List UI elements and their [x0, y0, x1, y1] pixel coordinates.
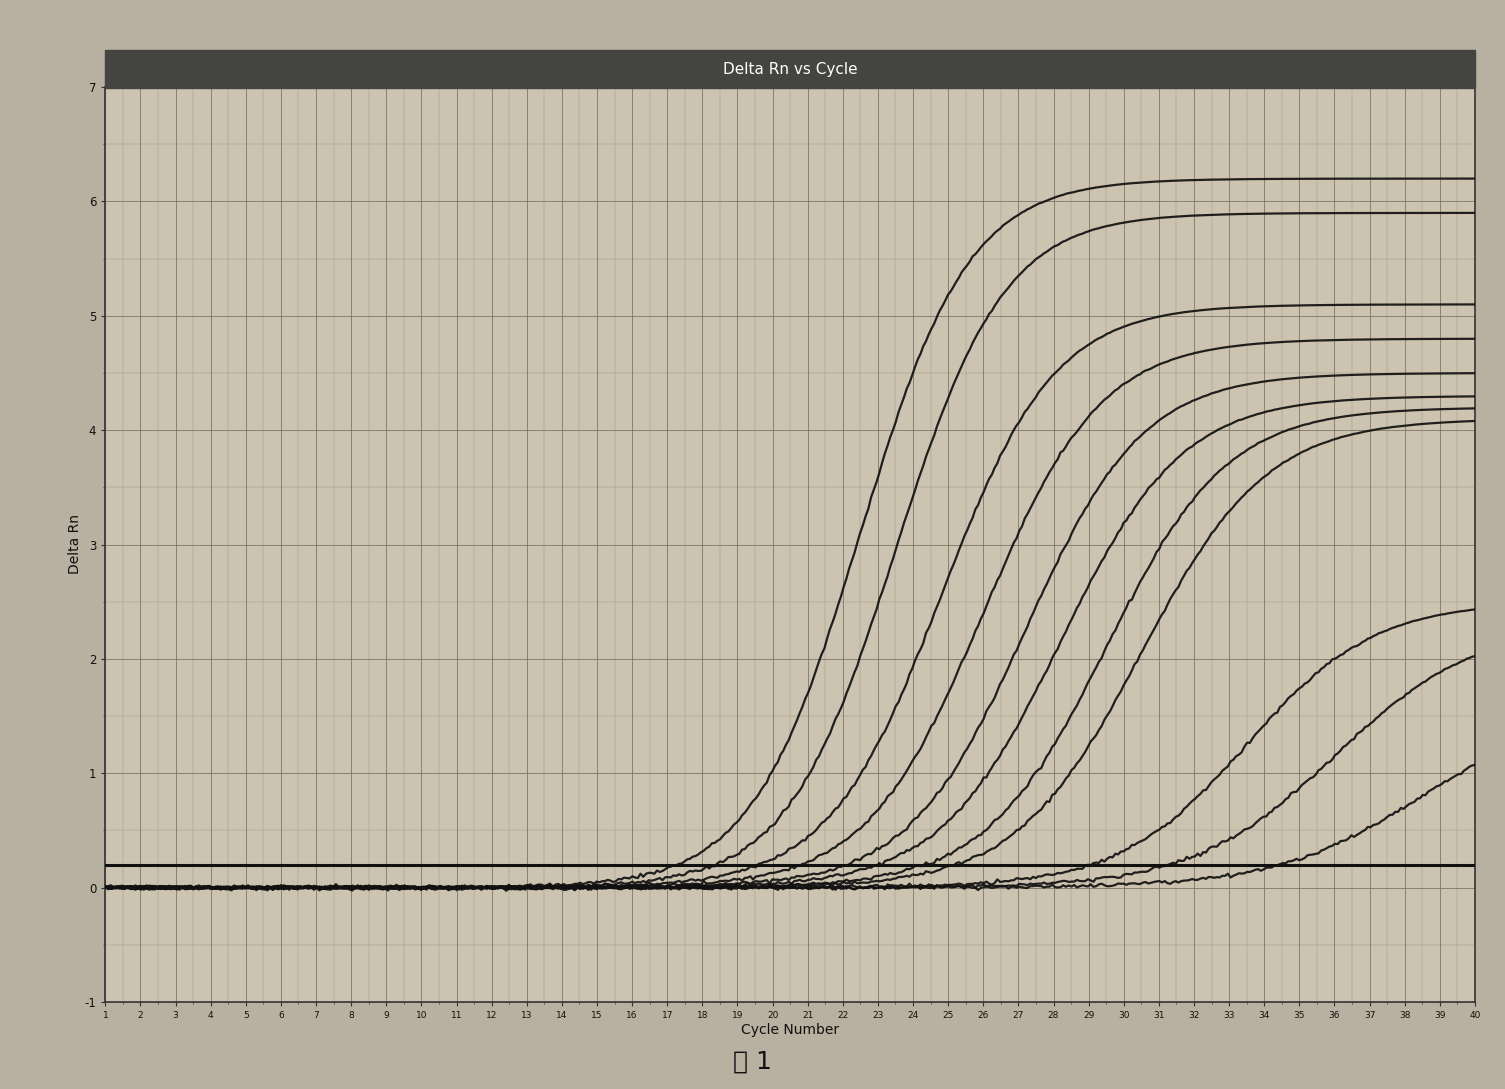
X-axis label: Cycle Number: Cycle Number	[740, 1023, 840, 1037]
Text: 图 1: 图 1	[733, 1050, 772, 1074]
Text: Delta Rn vs Cycle: Delta Rn vs Cycle	[722, 62, 858, 76]
Y-axis label: Delta Rn: Delta Rn	[68, 514, 81, 575]
